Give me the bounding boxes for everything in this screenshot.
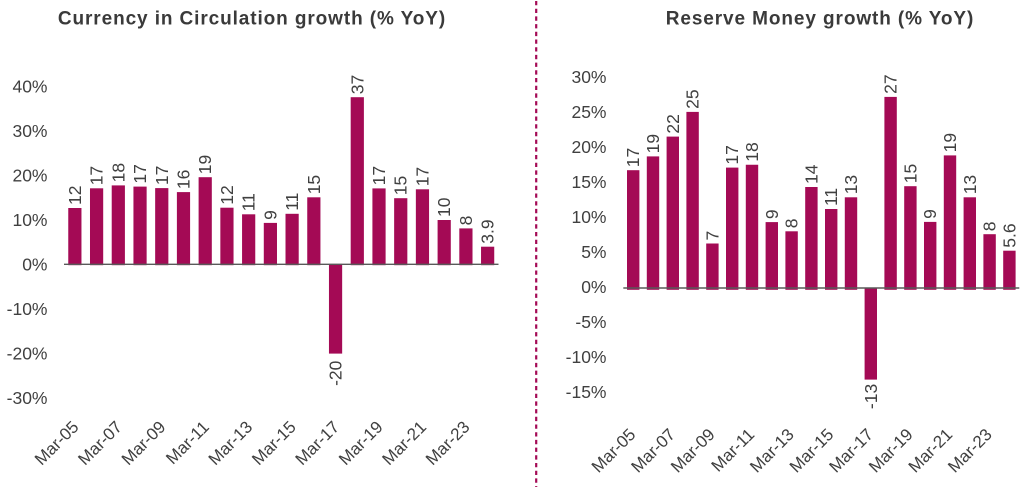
svg-text:19: 19 bbox=[195, 155, 215, 174]
svg-text:Currency in Circulation growth: Currency in Circulation growth (% YoY) bbox=[58, 9, 446, 30]
svg-text:17: 17 bbox=[722, 145, 742, 164]
svg-text:10%: 10% bbox=[571, 207, 606, 227]
svg-text:40%: 40% bbox=[12, 76, 47, 96]
svg-text:18: 18 bbox=[108, 163, 128, 182]
svg-text:25%: 25% bbox=[571, 102, 606, 122]
svg-text:17: 17 bbox=[130, 164, 150, 183]
svg-text:3.9: 3.9 bbox=[478, 219, 498, 243]
svg-text:-5%: -5% bbox=[575, 312, 606, 332]
svg-text:-15%: -15% bbox=[566, 382, 607, 402]
svg-text:-10%: -10% bbox=[566, 347, 607, 367]
svg-text:17: 17 bbox=[412, 167, 432, 186]
svg-text:11: 11 bbox=[282, 193, 302, 211]
svg-text:-10%: -10% bbox=[7, 299, 48, 319]
svg-text:19: 19 bbox=[940, 133, 960, 152]
svg-text:11: 11 bbox=[239, 193, 259, 211]
svg-text:8: 8 bbox=[980, 221, 1000, 231]
svg-text:15: 15 bbox=[391, 176, 411, 195]
svg-text:-30%: -30% bbox=[7, 388, 48, 408]
svg-text:37: 37 bbox=[347, 75, 367, 94]
svg-text:20%: 20% bbox=[12, 165, 47, 185]
svg-text:10: 10 bbox=[434, 197, 454, 217]
svg-text:5.6: 5.6 bbox=[999, 223, 1019, 247]
svg-text:11: 11 bbox=[821, 188, 841, 206]
svg-text:16: 16 bbox=[173, 170, 193, 189]
svg-text:22: 22 bbox=[663, 114, 683, 133]
svg-text:13: 13 bbox=[841, 175, 861, 194]
svg-text:30%: 30% bbox=[12, 121, 47, 141]
svg-text:7: 7 bbox=[702, 231, 722, 241]
svg-text:0%: 0% bbox=[581, 277, 606, 297]
svg-text:-13: -13 bbox=[861, 384, 881, 409]
svg-text:15%: 15% bbox=[571, 172, 606, 192]
svg-text:8: 8 bbox=[782, 219, 802, 229]
svg-text:Reserve Money growth (% YoY): Reserve Money growth (% YoY) bbox=[666, 9, 975, 30]
svg-text:19: 19 bbox=[643, 134, 663, 153]
svg-text:25: 25 bbox=[683, 89, 703, 108]
svg-text:15: 15 bbox=[900, 164, 920, 183]
svg-text:14: 14 bbox=[801, 164, 821, 184]
svg-text:17: 17 bbox=[369, 166, 389, 185]
svg-text:13: 13 bbox=[960, 175, 980, 194]
svg-text:0%: 0% bbox=[22, 254, 47, 274]
svg-text:9: 9 bbox=[260, 210, 280, 220]
svg-text:-20%: -20% bbox=[7, 343, 48, 363]
svg-text:17: 17 bbox=[87, 166, 107, 185]
svg-text:15: 15 bbox=[304, 175, 324, 194]
svg-text:17: 17 bbox=[152, 166, 172, 185]
svg-text:9: 9 bbox=[762, 209, 782, 219]
svg-text:-20: -20 bbox=[326, 360, 346, 386]
svg-text:30%: 30% bbox=[571, 67, 606, 87]
svg-text:17: 17 bbox=[623, 148, 643, 167]
svg-text:5%: 5% bbox=[581, 242, 606, 262]
svg-text:12: 12 bbox=[65, 186, 85, 205]
svg-text:10%: 10% bbox=[12, 210, 47, 230]
svg-text:9: 9 bbox=[920, 209, 940, 219]
svg-text:8: 8 bbox=[456, 216, 476, 226]
svg-text:27: 27 bbox=[881, 74, 901, 93]
svg-text:20%: 20% bbox=[571, 137, 606, 157]
svg-text:18: 18 bbox=[742, 142, 762, 161]
svg-text:12: 12 bbox=[217, 185, 237, 204]
